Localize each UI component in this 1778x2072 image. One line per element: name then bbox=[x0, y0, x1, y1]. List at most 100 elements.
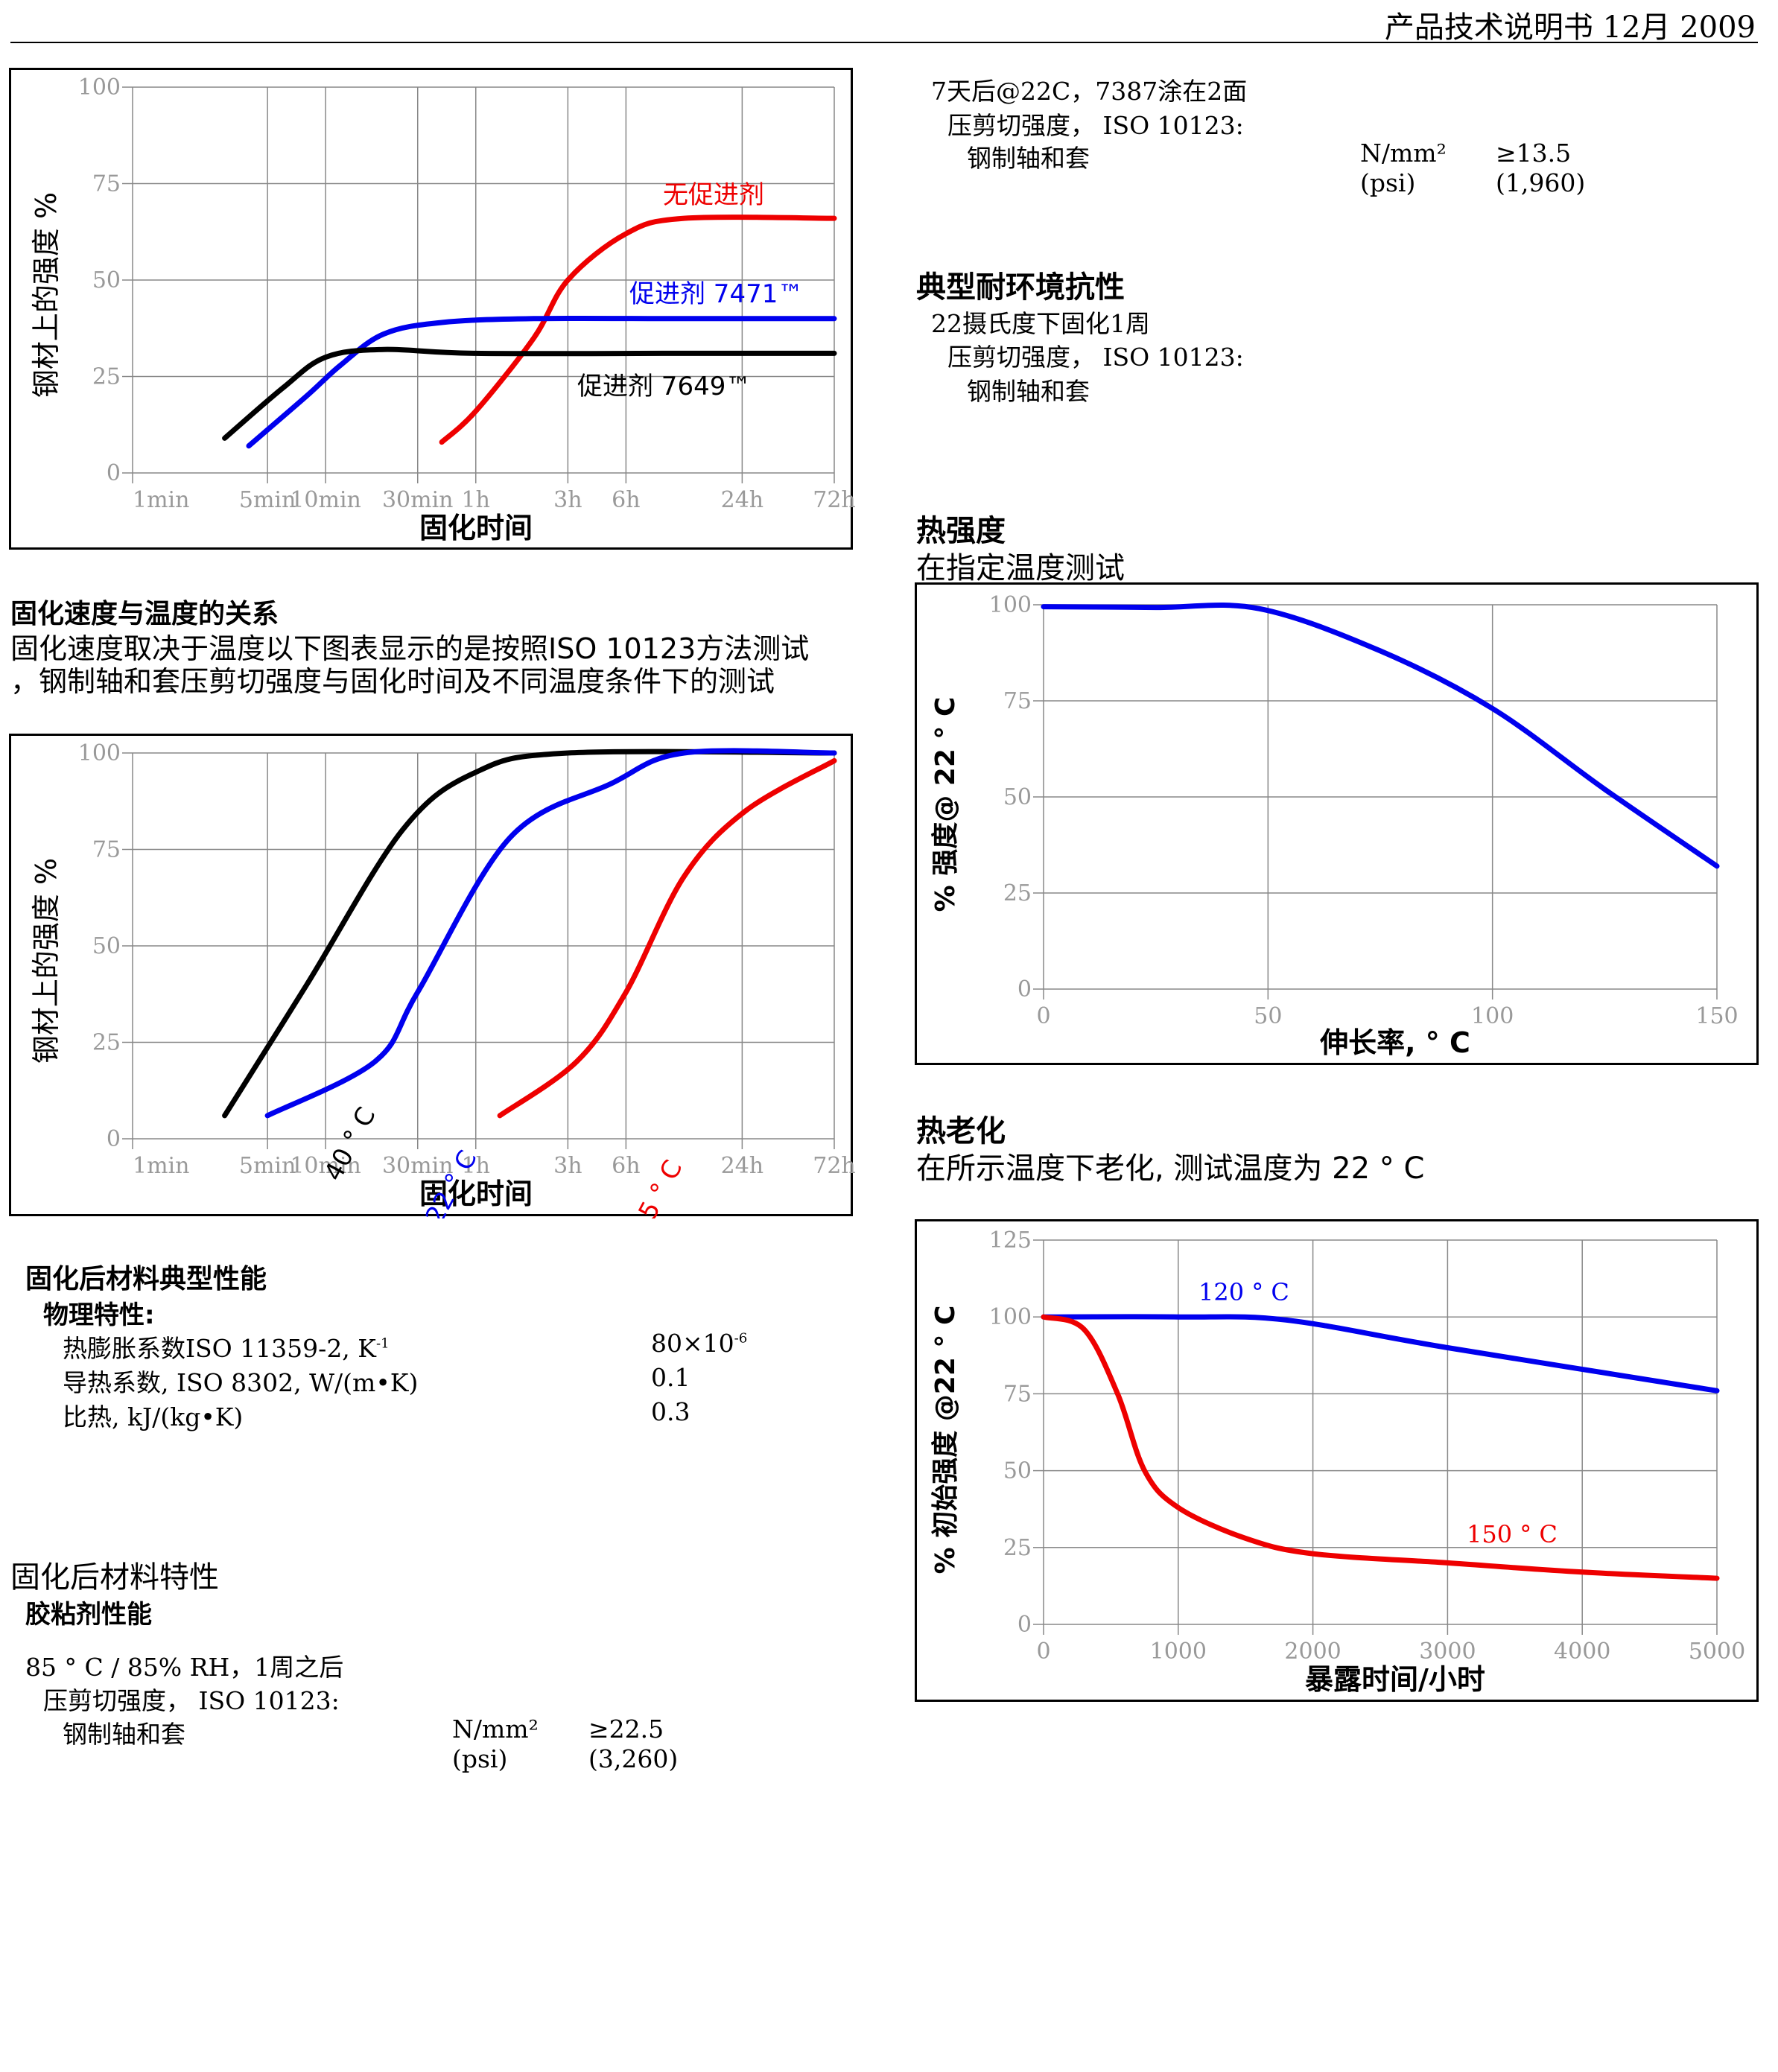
series-label: 120 ° C bbox=[1198, 1278, 1289, 1306]
series-line bbox=[222, 346, 837, 441]
series-label: 促进剂 7471™ bbox=[629, 279, 803, 309]
series-line bbox=[497, 757, 837, 1119]
chart-accelerator-cure: 0 25 50 75 100 1min 5min 10min 30min 1h 3h 6h 24h 72h… bbox=[9, 68, 855, 550]
y-tick-label: 0 bbox=[1017, 1612, 1032, 1638]
typical-row-label: 导热系数, ISO 8302, W/(m•K) bbox=[63, 1368, 419, 1397]
typical-subtitle: 物理特性: bbox=[43, 1300, 155, 1330]
typical-title: 固化后材料典型性能 bbox=[25, 1264, 267, 1294]
x-tick-label: 1000 bbox=[1150, 1639, 1207, 1665]
cured-unit-psi: (psi) bbox=[452, 1744, 508, 1773]
typical-row-label: 热膨胀系数ISO 11359-2, K-1 bbox=[63, 1334, 390, 1363]
x-tick-label: 10min bbox=[290, 1153, 361, 1179]
y-tick-label: 100 bbox=[78, 74, 121, 101]
env-item: 钢制轴和套 bbox=[967, 377, 1090, 406]
rt-test: 压剪切强度， ISO 10123: bbox=[947, 111, 1244, 140]
x-tick-label: 30min bbox=[382, 1153, 454, 1179]
series-line bbox=[1041, 603, 1720, 869]
cured-subtitle: 胶粘剂性能 bbox=[25, 1600, 152, 1630]
series-label: 40 ° C bbox=[319, 1102, 382, 1186]
y-axis-title: 钢材上的强度 % bbox=[30, 192, 63, 398]
y-axis-title: % 初始强度 @22 ° C bbox=[930, 1306, 961, 1574]
chart-heat-aging: 0 25 50 75 100 125 0 1000 2000 3000 4000 5000 暴露时间/小… bbox=[915, 1219, 1759, 1702]
cured-value-psi: (3,260) bbox=[588, 1744, 679, 1773]
rt-unit-psi: (psi) bbox=[1360, 168, 1416, 197]
x-tick-label: 1min bbox=[133, 1153, 189, 1179]
rt-unit-mpa: N/mm² bbox=[1360, 139, 1447, 168]
y-tick-label: 0 bbox=[107, 1126, 121, 1152]
series-label: 无促进剂 bbox=[663, 180, 764, 210]
cure-speed-line2: ，钢制轴和套压剪切强度与固化时间及不同温度条件下的测试 bbox=[10, 665, 775, 698]
y-tick-label: 100 bbox=[989, 1304, 1032, 1330]
x-axis-title: 暴露时间/小时 bbox=[1305, 1663, 1485, 1696]
typical-row-label: 比热, kJ/(kg•K) bbox=[63, 1402, 244, 1431]
x-axis-title: 固化时间 bbox=[419, 1178, 533, 1210]
env-title: 典型耐环境抗性 bbox=[916, 270, 1125, 305]
x-tick-label: 50 bbox=[1254, 1003, 1282, 1029]
x-tick-label: 3000 bbox=[1419, 1639, 1476, 1665]
x-tick-label: 1h bbox=[462, 1153, 490, 1179]
rt-value-psi: (1,960) bbox=[1496, 168, 1586, 197]
y-tick-label: 75 bbox=[1003, 1381, 1032, 1407]
x-tick-label: 0 bbox=[1036, 1639, 1050, 1665]
chart-heat-aging-svg: 0 25 50 75 100 125 0 1000 2000 3000 4000 5000 暴露时间/小… bbox=[930, 1227, 1745, 1696]
x-tick-label: 2000 bbox=[1284, 1639, 1341, 1665]
cured-title: 固化后材料特性 bbox=[10, 1560, 219, 1595]
x-tick-label: 1min bbox=[133, 487, 189, 513]
x-tick-label: 72h bbox=[813, 487, 855, 513]
series-line bbox=[439, 214, 837, 445]
rt-condition: 7天后@22C，7387涂在2面 bbox=[931, 77, 1248, 106]
x-tick-label: 3h bbox=[553, 1153, 582, 1179]
x-tick-label: 100 bbox=[1471, 1003, 1514, 1029]
series-line bbox=[1041, 1314, 1720, 1393]
y-tick-label: 0 bbox=[107, 460, 121, 486]
series-label: 5 ° C bbox=[633, 1155, 689, 1218]
cured-item: 钢制轴和套 bbox=[63, 1720, 185, 1749]
y-tick-label: 50 bbox=[1003, 784, 1032, 810]
x-tick-label: 72h bbox=[813, 1153, 855, 1179]
cured-condition: 85 ° C / 85% RH，1周之后 bbox=[25, 1653, 344, 1682]
series-line bbox=[1041, 1314, 1720, 1581]
x-tick-label: 1h bbox=[462, 487, 490, 513]
x-tick-label: 24h bbox=[721, 1153, 764, 1179]
x-tick-label: 10min bbox=[290, 487, 361, 513]
y-tick-label: 50 bbox=[92, 933, 121, 959]
rt-value-mpa: ≥13.5 bbox=[1496, 139, 1572, 168]
y-tick-label: 100 bbox=[989, 592, 1032, 618]
x-axis-title: 固化时间 bbox=[419, 512, 533, 544]
typical-row-value: 80×10-6 bbox=[651, 1329, 748, 1358]
rt-item: 钢制轴和套 bbox=[967, 144, 1090, 173]
series-line bbox=[222, 749, 837, 1119]
series-label: 促进剂 7649™ bbox=[577, 372, 751, 401]
y-tick-label: 0 bbox=[1017, 976, 1032, 1002]
y-tick-label: 75 bbox=[92, 837, 121, 863]
x-tick-label: 5000 bbox=[1689, 1639, 1745, 1665]
y-tick-label: 25 bbox=[92, 364, 121, 390]
y-tick-label: 50 bbox=[92, 267, 121, 293]
x-tick-label: 3h bbox=[553, 487, 582, 513]
y-tick-label: 25 bbox=[92, 1030, 121, 1056]
x-axis-title: 伸长率, ° C bbox=[1319, 1026, 1470, 1059]
x-tick-label: 4000 bbox=[1554, 1639, 1610, 1665]
heat-aging-subtitle: 在所示温度下老化, 测试温度为 22 ° C bbox=[916, 1151, 1425, 1186]
y-axis-title: 钢材上的强度 % bbox=[30, 858, 63, 1064]
hot-strength-subtitle: 在指定温度测试 bbox=[916, 551, 1125, 585]
series-line bbox=[264, 748, 837, 1119]
cured-unit-mpa: N/mm² bbox=[452, 1715, 539, 1744]
series-label: 150 ° C bbox=[1467, 1520, 1558, 1548]
x-tick-label: 5min bbox=[239, 1153, 296, 1179]
cure-speed-line1: 固化速度取决于温度以下图表显示的是按照ISO 10123方法测试 bbox=[10, 632, 810, 665]
x-tick-label: 5min bbox=[239, 487, 296, 513]
cure-speed-title: 固化速度与温度的关系 bbox=[10, 599, 279, 629]
y-tick-label: 25 bbox=[1003, 880, 1032, 906]
cured-value-mpa: ≥22.5 bbox=[588, 1715, 664, 1744]
typical-row-value: 0.3 bbox=[651, 1397, 690, 1426]
y-axis-title: % 强度@ 22 ° C bbox=[930, 697, 961, 912]
y-tick-label: 75 bbox=[92, 171, 121, 197]
typical-row-value: 0.1 bbox=[651, 1363, 690, 1392]
y-tick-label: 100 bbox=[78, 740, 121, 766]
heat-aging-title: 热老化 bbox=[916, 1114, 1006, 1148]
x-tick-label: 30min bbox=[382, 487, 454, 513]
y-tick-label: 75 bbox=[1003, 688, 1032, 714]
